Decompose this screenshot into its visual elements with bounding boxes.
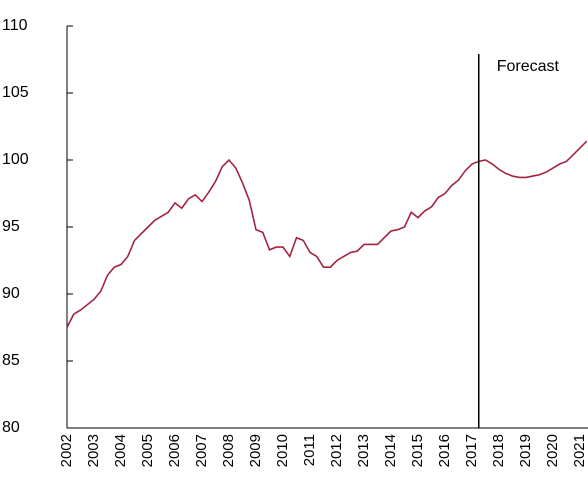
line bbox=[66, 140, 588, 328]
x-tick-label: 2003 bbox=[85, 434, 102, 467]
forecast-label: Forecast bbox=[497, 58, 560, 75]
x-tick-label: 2010 bbox=[274, 434, 291, 467]
x-tick-label: 2015 bbox=[409, 434, 426, 467]
x-tick-label: 2012 bbox=[328, 434, 345, 467]
y-tick-label: 80 bbox=[2, 419, 20, 436]
y-tick-label: 105 bbox=[2, 84, 29, 101]
y-tick-label: 100 bbox=[2, 151, 29, 168]
y-tick-label: 95 bbox=[2, 218, 20, 235]
x-tick-label: 2016 bbox=[436, 434, 453, 467]
x-tick-label: 2014 bbox=[382, 434, 399, 467]
x-tick-label: 2021 bbox=[571, 434, 588, 467]
x-tick-label: 2009 bbox=[247, 434, 264, 467]
x-tick-label: 2020 bbox=[544, 434, 561, 467]
y-tick-label: 110 bbox=[2, 17, 28, 34]
y-tick-label: 90 bbox=[2, 285, 20, 302]
y-tick-label: 85 bbox=[2, 352, 20, 369]
x-tick-label: 2019 bbox=[517, 434, 534, 467]
x-tick-label: 2018 bbox=[490, 434, 507, 467]
x-tick-label: 2008 bbox=[220, 434, 237, 467]
x-tick-label: 2002 bbox=[58, 434, 75, 467]
x-tick-label: 2007 bbox=[193, 434, 210, 467]
x-tick-label: 2005 bbox=[139, 434, 156, 467]
x-tick-label: 2017 bbox=[463, 434, 480, 467]
x-tick-label: 2006 bbox=[166, 434, 183, 467]
x-tick-label: 2004 bbox=[112, 434, 129, 467]
x-tick-label: 2013 bbox=[355, 434, 372, 467]
x-tick-label: 2011 bbox=[301, 434, 318, 466]
